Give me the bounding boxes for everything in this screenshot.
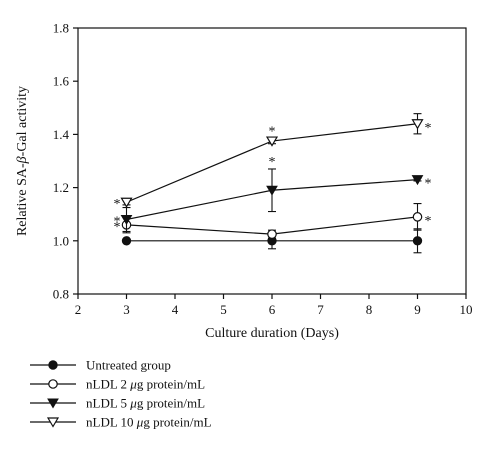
legend-marker — [47, 398, 59, 409]
x-tick-label: 5 — [220, 302, 227, 317]
y-tick-label: 1.6 — [53, 74, 70, 89]
x-tick-label: 8 — [366, 302, 373, 317]
y-tick-label: 0.8 — [53, 287, 69, 302]
legend-label-part: g protein/mL — [137, 377, 205, 392]
x-tick-label: 6 — [269, 302, 276, 317]
legend-marker — [46, 417, 60, 428]
legend-label-part: μ — [129, 377, 137, 392]
legend-item-2: nLDL 2 μg protein/mL — [30, 377, 205, 392]
significance-star: * — [269, 155, 276, 170]
y-tick-label: 1.8 — [53, 21, 69, 36]
data-point — [411, 119, 424, 130]
x-axis-title-part: Culture duration (Days) — [205, 326, 339, 341]
data-point — [120, 215, 133, 226]
legend-label-part: nLDL 5 — [86, 396, 130, 411]
axes: 2 3 4 5 6 7 8 9 10 0.8 1.0 1.2 1.4 1.6 1.8 Culture dura… — [15, 21, 473, 342]
legend-label-part: nLDL 10 — [86, 415, 137, 430]
legend-label-part: g protein/mL — [137, 396, 205, 411]
legend-item-3: nLDL 5 μg protein/mL — [30, 396, 205, 411]
x-tick-label: 4 — [172, 302, 179, 317]
significance-star: * — [114, 215, 121, 230]
x-tick-label: 2 — [75, 302, 82, 317]
legend-label-part: g protein/mL — [143, 415, 211, 430]
series-2: * * — [114, 203, 432, 239]
series-4: * * * — [114, 113, 432, 212]
x-tick-label: 10 — [460, 302, 473, 317]
significance-star: * — [269, 124, 276, 139]
y-tick-label: 1.0 — [53, 233, 69, 248]
legend-label: nLDL 10 μg protein/mL — [86, 415, 212, 430]
data-point — [412, 212, 423, 222]
data-point — [412, 236, 423, 246]
legend-label-part: Untreated group — [86, 358, 171, 373]
significance-star: * — [425, 121, 432, 136]
data-point — [121, 236, 132, 246]
series-3: *** — [114, 155, 432, 233]
data-point — [411, 175, 424, 186]
data-point — [265, 136, 279, 147]
significance-star: * — [425, 214, 432, 229]
y-tick-label: 1.4 — [53, 127, 70, 142]
y-axis-title-part: -Gal activity — [15, 86, 30, 156]
legend-item-1: Untreated group — [30, 358, 171, 373]
legend-label-part: μ — [136, 415, 144, 430]
legend-label: nLDL 2 μg protein/mL — [86, 377, 205, 392]
data-point — [120, 197, 133, 208]
data-point — [266, 185, 278, 196]
legend-label: Untreated group — [86, 358, 171, 373]
series-layer: * ****** * — [114, 113, 432, 254]
legend-marker — [48, 379, 58, 389]
x-tick-label: 3 — [123, 302, 130, 317]
y-tick-label: 1.2 — [53, 180, 69, 195]
x-tick-label: 9 — [414, 302, 421, 317]
legend-item-4: nLDL 10 μg protein/mL — [30, 415, 212, 430]
significance-star: * — [425, 177, 432, 192]
y-axis-title-part: β — [15, 156, 30, 164]
x-axis-title: Culture duration (Days) — [205, 326, 339, 341]
legend-marker — [48, 360, 58, 370]
y-axis-title: Relative SA-β-Gal activity — [15, 86, 30, 236]
data-point — [267, 229, 277, 239]
significance-star: * — [114, 220, 121, 235]
x-tick-label: 7 — [317, 302, 324, 317]
significance-star: * — [114, 197, 121, 212]
legend-label-part: μ — [129, 396, 137, 411]
y-axis-title-part: Relative SA- — [15, 163, 30, 236]
legend-label: nLDL 5 μg protein/mL — [86, 396, 205, 411]
legend-label-part: nLDL 2 — [86, 377, 130, 392]
